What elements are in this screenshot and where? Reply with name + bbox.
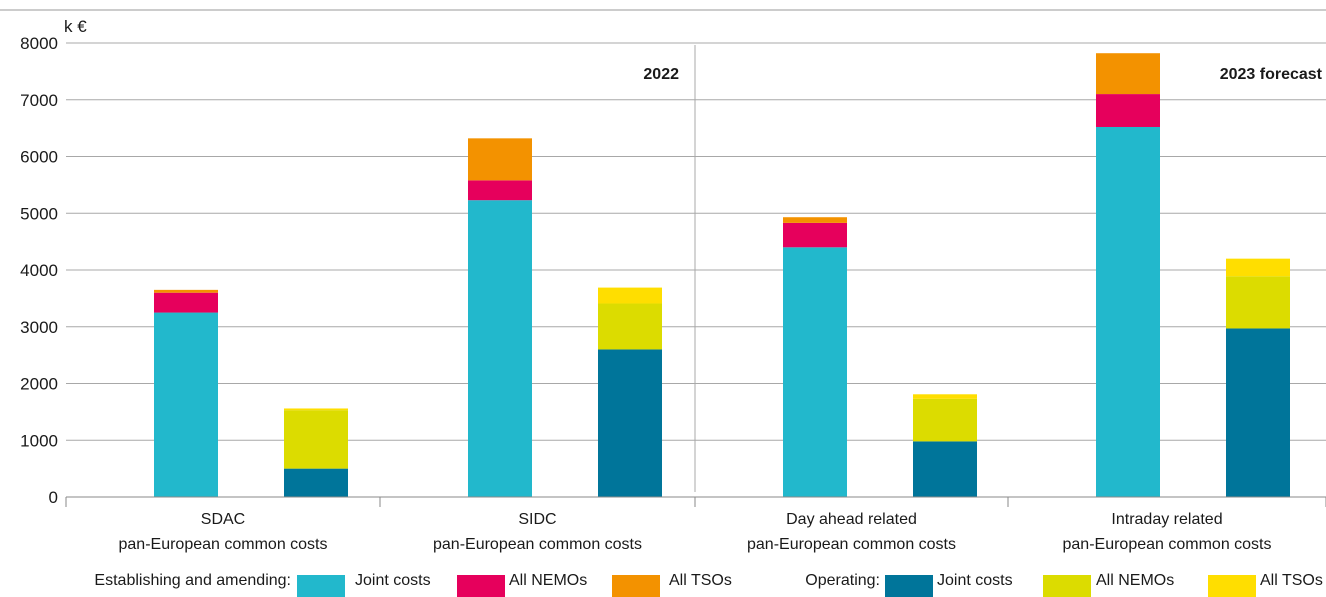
- category-label-line1: Intraday related: [1111, 511, 1222, 528]
- y-tick-label: 1000: [20, 431, 58, 450]
- bar-segment: [284, 468, 348, 497]
- legend-swatch: [1043, 575, 1091, 597]
- grid-lines: [66, 42, 1326, 441]
- category-label-line1: Day ahead related: [786, 511, 917, 528]
- bar-segment: [783, 222, 847, 248]
- legend-item-label: All TSOs: [669, 572, 732, 589]
- bar-segment: [154, 289, 218, 293]
- bar-segment: [1096, 126, 1160, 498]
- bar-segment: [1226, 276, 1290, 329]
- bar-segment: [913, 441, 977, 497]
- y-axis-ticks: 0 1000 2000 3000 4000 5000 6000 7000 8000: [20, 34, 58, 507]
- bar-segment: [913, 398, 977, 442]
- bars: [154, 53, 1290, 498]
- y-tick-label: 5000: [20, 204, 58, 223]
- category-label-line2: pan-European common costs: [119, 536, 328, 553]
- legend-swatch: [1208, 575, 1256, 597]
- legend-swatch: [885, 575, 933, 597]
- bar-segment: [598, 349, 662, 497]
- bar-segment: [468, 180, 532, 201]
- legend: Establishing and amending: Joint costs All…: [94, 572, 1323, 597]
- legend-group-label: Establishing and amending:: [94, 572, 291, 589]
- bar-segment: [1096, 53, 1160, 95]
- bar-segment: [913, 394, 977, 399]
- legend-item-label: Joint costs: [355, 572, 431, 589]
- y-axis-unit: k €: [64, 17, 87, 36]
- category-labels: SDAC pan-European common costs SIDC pan-Eur…: [119, 511, 1272, 553]
- category-label-line1: SIDC: [518, 511, 556, 528]
- bar-segment: [284, 408, 348, 411]
- category-label-line2: pan-European common costs: [747, 536, 956, 553]
- category-label-line1: SDAC: [201, 511, 245, 528]
- legend-item-label: Joint costs: [937, 572, 1013, 589]
- bar-segment: [154, 292, 218, 313]
- bar-segment: [783, 247, 847, 497]
- bar-segment: [468, 200, 532, 497]
- panel-labels: 2022 2023 forecast: [643, 66, 1322, 83]
- legend-item-label: All NEMOs: [509, 572, 587, 589]
- legend-group-label: Operating:: [805, 572, 880, 589]
- bar-segment: [1226, 328, 1290, 497]
- bar-segment: [284, 410, 348, 469]
- x-axis-ticks: [65, 497, 1326, 507]
- y-tick-label: 7000: [20, 91, 58, 110]
- y-tick-label: 2000: [20, 375, 58, 394]
- bar-segment: [154, 312, 218, 497]
- y-tick-label: 8000: [20, 34, 58, 53]
- bar-segment: [598, 287, 662, 304]
- y-tick-label: 4000: [20, 261, 58, 280]
- legend-item-label: All TSOs: [1260, 572, 1323, 589]
- bar-segment: [598, 303, 662, 350]
- panel-label: 2022: [643, 66, 679, 83]
- category-label-line2: pan-European common costs: [1063, 536, 1272, 553]
- legend-swatch: [457, 575, 505, 597]
- bar-segment: [468, 138, 532, 181]
- bar-segment: [783, 217, 847, 223]
- legend-item-label: All NEMOs: [1096, 572, 1174, 589]
- bar-segment: [1226, 258, 1290, 277]
- legend-swatch: [612, 575, 660, 597]
- bar-segment: [1096, 94, 1160, 127]
- y-tick-label: 0: [49, 488, 58, 507]
- panel-label: 2023 forecast: [1220, 66, 1323, 83]
- legend-swatch: [297, 575, 345, 597]
- y-tick-label: 3000: [20, 318, 58, 337]
- y-tick-label: 6000: [20, 148, 58, 167]
- category-label-line2: pan-European common costs: [433, 536, 642, 553]
